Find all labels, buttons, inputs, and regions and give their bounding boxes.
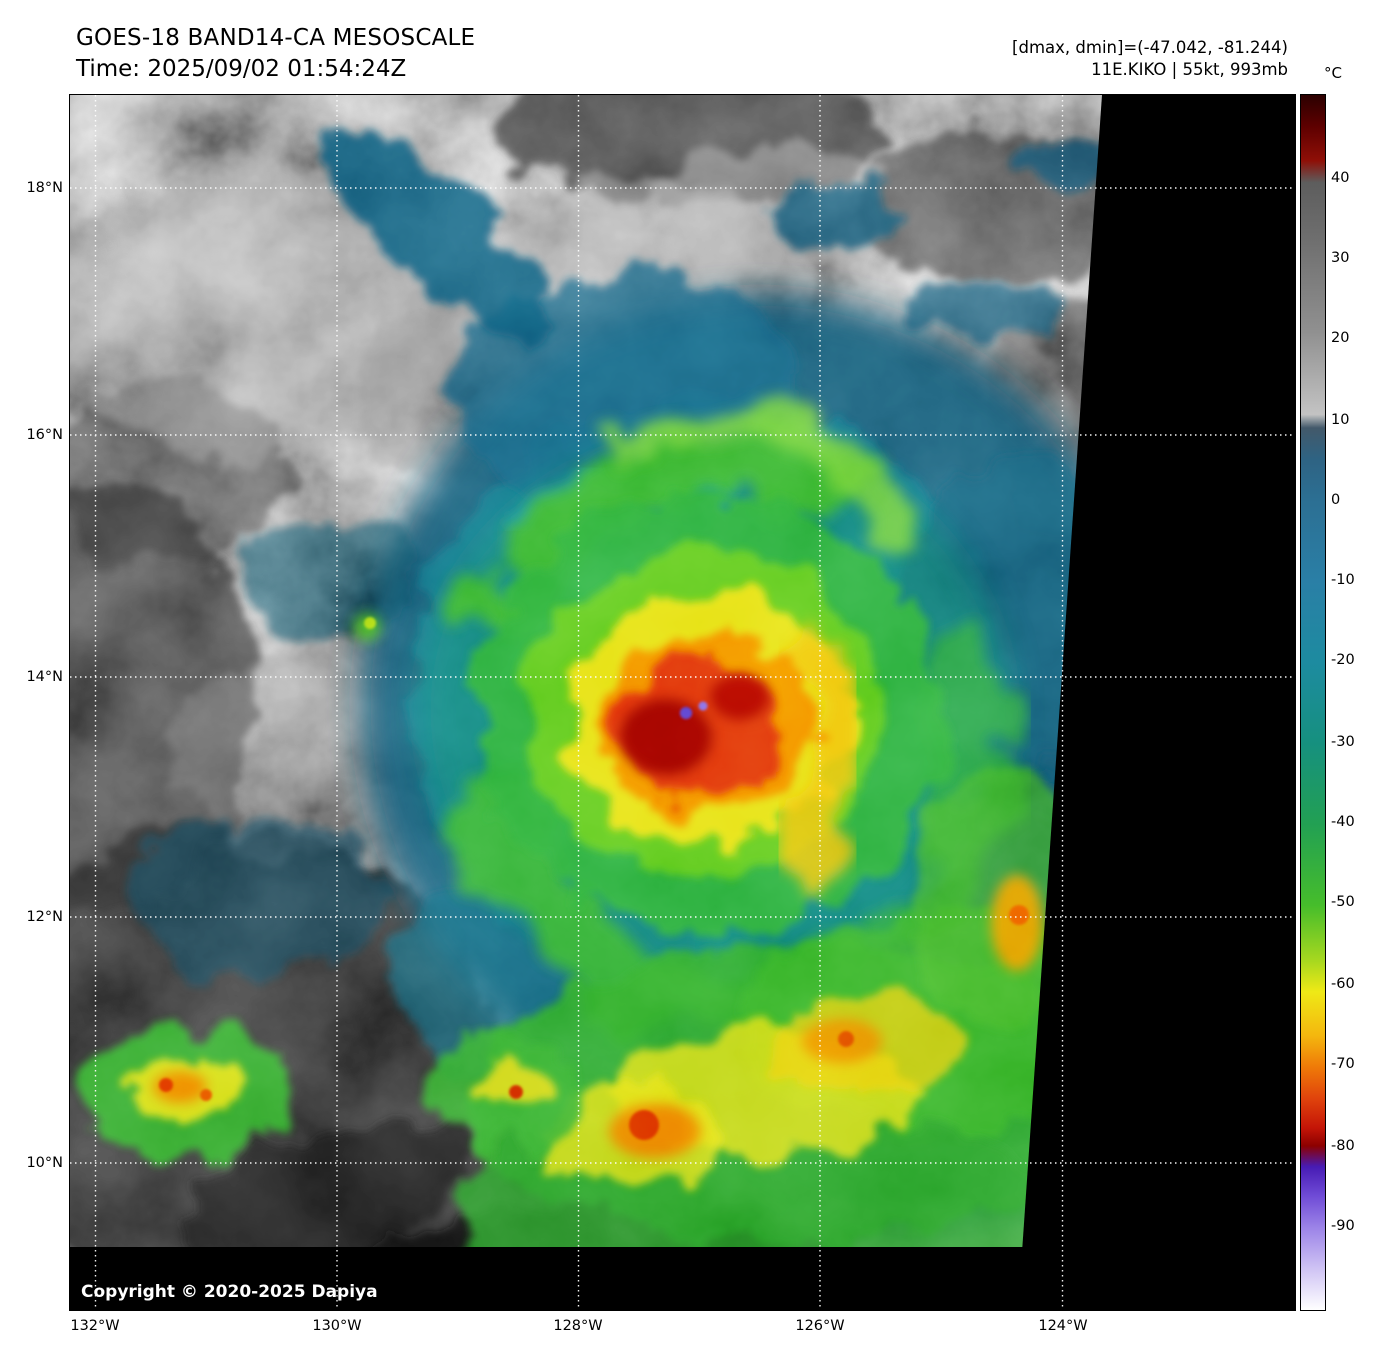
lat-label: 12°N — [26, 909, 63, 925]
no-data-right-wedge — [1018, 95, 1295, 1310]
colorbar-tick: -90 — [1331, 1218, 1355, 1234]
colorbar-tick: 0 — [1331, 492, 1341, 508]
colorbar-tick: -50 — [1331, 894, 1355, 910]
colorbar-tick: -80 — [1331, 1138, 1355, 1154]
colorbar-tick: -70 — [1331, 1056, 1355, 1072]
satellite-map-panel — [69, 94, 1296, 1311]
colorbar-tick: 40 — [1331, 170, 1350, 186]
copyright-label: Copyright © 2020-2025 Dapiya — [81, 1282, 378, 1302]
lat-label: 10°N — [26, 1155, 63, 1171]
lon-label: 124°W — [1038, 1318, 1088, 1334]
colorbar-tick: 10 — [1331, 412, 1350, 428]
lon-label: 132°W — [70, 1318, 120, 1334]
colorbar-tick: -40 — [1331, 814, 1355, 830]
timestamp: Time: 2025/09/02 01:54:24Z — [76, 56, 407, 82]
colorbar-tick: -30 — [1331, 734, 1355, 750]
lat-label: 16°N — [26, 427, 63, 443]
data-range-label: [dmax, dmin]=(-47.042, -81.244) — [1012, 38, 1288, 57]
lon-label: 126°W — [795, 1318, 845, 1334]
temperature-colorbar — [1300, 94, 1326, 1311]
lat-label: 14°N — [26, 669, 63, 685]
lon-label: 128°W — [553, 1318, 603, 1334]
plot-title: GOES-18 BAND14-CA MESOSCALE — [76, 25, 476, 51]
lon-label: 130°W — [312, 1318, 362, 1334]
colorbar-tick: -60 — [1331, 976, 1355, 992]
lat-label: 18°N — [26, 180, 63, 196]
colorbar-unit-label: °C — [1324, 64, 1342, 82]
colorbar-tick: 30 — [1331, 250, 1350, 266]
colorbar-tick: 20 — [1331, 330, 1350, 346]
graticule — [70, 95, 1295, 1310]
colorbar-tick: -10 — [1331, 572, 1355, 588]
satellite-image — [70, 95, 1295, 1310]
colorbar-tick: -20 — [1331, 652, 1355, 668]
storm-info-label: 11E.KIKO | 55kt, 993mb — [1091, 60, 1288, 79]
no-data-bottom-strip — [70, 1247, 1295, 1310]
